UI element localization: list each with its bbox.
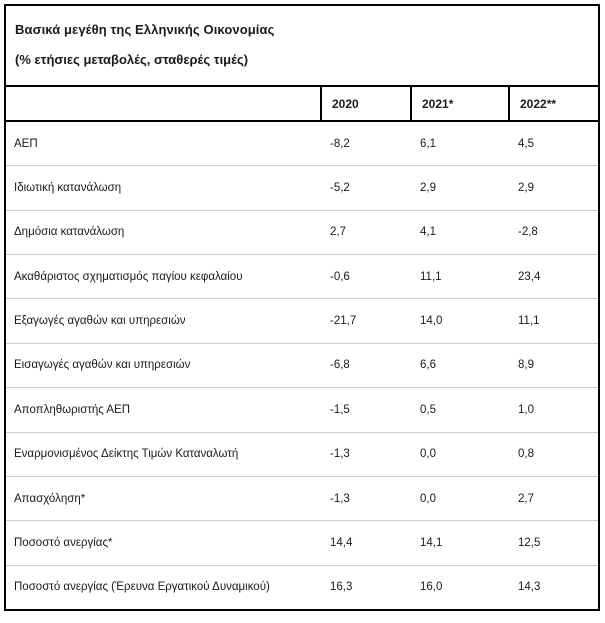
row-value-2020: -21,7	[330, 315, 357, 328]
row-label: ΑΕΠ	[14, 137, 38, 150]
row-value-2021: 6,6	[420, 359, 436, 372]
row-value-2021: 2,9	[420, 182, 436, 195]
row-value-2020: 2,7	[330, 226, 346, 239]
row-value-2020: -5,2	[330, 182, 350, 195]
row-value-2022: 2,7	[518, 492, 534, 505]
row-value-2021: 6,1	[420, 137, 436, 150]
row-value-2020: -1,5	[330, 403, 350, 416]
row-value-2022: -2,8	[518, 226, 538, 239]
table-subtitle: (% ετήσιες μεταβολές, σταθερές τιμές)	[15, 52, 249, 67]
row-label: Ποσοστό ανεργίας (Έρευνα Εργατικού Δυναμ…	[14, 581, 270, 594]
table-row-private-consumption: Ιδιωτική κατανάλωση -5,2 2,9 2,9	[6, 165, 598, 209]
header-year-2020: 2020	[320, 87, 410, 120]
row-value-2022: 4,5	[518, 137, 534, 150]
row-value-2021: 16,0	[420, 581, 443, 594]
row-value-2020: 16,3	[330, 581, 353, 594]
table-row-imports: Εισαγωγές αγαθών και υπηρεσιών -6,8 6,6 …	[6, 342, 598, 387]
table-row-fixed-capital-formation: Ακαθάριστος σχηματισμός παγίου κεφαλαίου…	[6, 254, 598, 298]
row-label: Δημόσια κατανάλωση	[14, 226, 125, 239]
table-title-block: Βασικά μεγέθη της Ελληνικής Οικονομίας (…	[6, 6, 598, 85]
row-value-2020: -0,6	[330, 270, 350, 283]
header-year-2021: 2021*	[410, 87, 508, 120]
row-value-2020: -8,2	[330, 137, 350, 150]
row-value-2021: 0,5	[420, 403, 436, 416]
row-label: Ακαθάριστος σχηματισμός παγίου κεφαλαίου	[14, 270, 243, 283]
row-value-2021: 11,1	[420, 270, 442, 283]
row-value-2022: 1,0	[518, 403, 534, 416]
table-row-gdp: ΑΕΠ -8,2 6,1 4,5	[6, 122, 598, 165]
table-header-row: 2020 2021* 2022**	[6, 85, 598, 122]
row-value-2022: 11,1	[518, 315, 540, 328]
table-row-unemployment-rate: Ποσοστό ανεργίας* 14,4 14,1 12,5	[6, 520, 598, 564]
row-label: Αποπληθωριστής ΑΕΠ	[14, 403, 131, 416]
row-value-2022: 12,5	[518, 536, 541, 549]
header-year-2022: 2022**	[508, 87, 598, 120]
table-row-public-consumption: Δημόσια κατανάλωση 2,7 4,1 -2,8	[6, 209, 598, 254]
table-row-hicp: Εναρμονισμένος Δείκτης Τιμών Καταναλωτή …	[6, 431, 598, 476]
row-value-2021: 0,0	[420, 492, 436, 505]
table-row-employment: Απασχόληση* -1,3 0,0 2,7	[6, 475, 598, 520]
table-title: Βασικά μεγέθη της Ελληνικής Οικονομίας	[15, 22, 275, 37]
row-value-2021: 0,0	[420, 448, 436, 461]
table-row-gdp-deflator: Αποπληθωριστής ΑΕΠ -1,5 0,5 1,0	[6, 387, 598, 431]
row-value-2022: 0,8	[518, 448, 534, 461]
row-value-2021: 14,1	[420, 536, 443, 549]
header-empty-cell	[6, 87, 320, 120]
table-row-exports: Εξαγωγές αγαθών και υπηρεσιών -21,7 14,0…	[6, 298, 598, 342]
row-value-2022: 14,3	[518, 581, 541, 594]
economy-indicators-table: Βασικά μεγέθη της Ελληνικής Οικονομίας (…	[4, 4, 600, 611]
row-label: Απασχόληση*	[14, 492, 86, 505]
row-value-2020: -1,3	[330, 492, 350, 505]
row-value-2022: 8,9	[518, 359, 534, 372]
row-value-2022: 23,4	[518, 270, 541, 283]
row-value-2020: 14,4	[330, 536, 353, 549]
row-value-2022: 2,9	[518, 182, 534, 195]
row-label: Εισαγωγές αγαθών και υπηρεσιών	[14, 359, 191, 372]
row-label: Ιδιωτική κατανάλωση	[14, 182, 122, 195]
row-value-2021: 4,1	[420, 226, 436, 239]
row-label: Ποσοστό ανεργίας*	[14, 536, 113, 549]
table-row-unemployment-rate-lfs: Ποσοστό ανεργίας (Έρευνα Εργατικού Δυναμ…	[6, 564, 598, 609]
row-label: Εναρμονισμένος Δείκτης Τιμών Καταναλωτή	[14, 448, 239, 461]
row-value-2020: -1,3	[330, 448, 350, 461]
row-value-2021: 14,0	[420, 315, 443, 328]
row-value-2020: -6,8	[330, 359, 350, 372]
table-body: ΑΕΠ -8,2 6,1 4,5 Ιδιωτική κατανάλωση -5,…	[6, 122, 598, 609]
row-label: Εξαγωγές αγαθών και υπηρεσιών	[14, 315, 186, 328]
